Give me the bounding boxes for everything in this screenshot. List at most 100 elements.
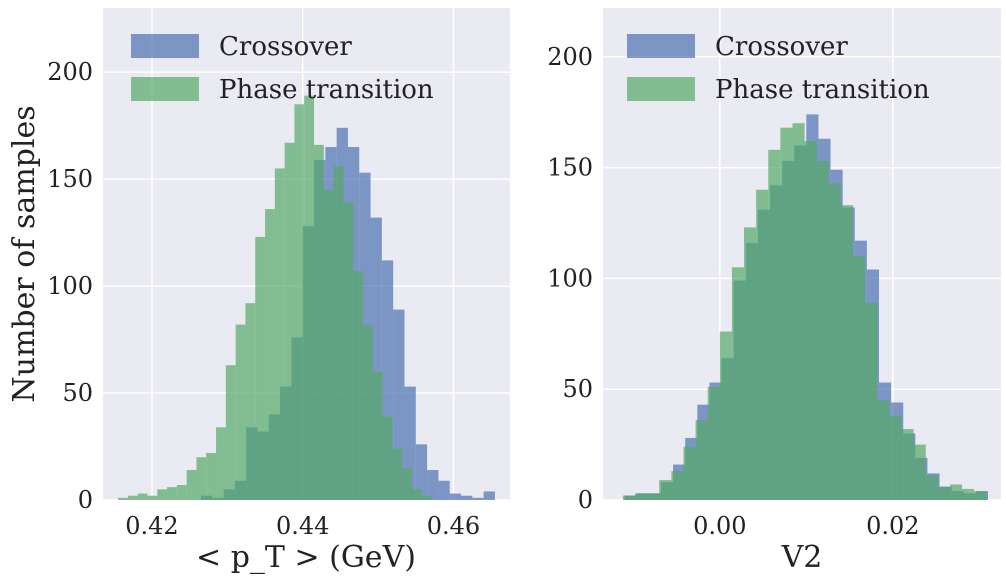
histogram-bar bbox=[695, 420, 708, 500]
x-tick-label: 0.42 bbox=[125, 512, 178, 540]
histogram-bar bbox=[167, 487, 177, 500]
histogram-bar bbox=[381, 260, 394, 500]
histogram-bar bbox=[404, 386, 416, 500]
left-legend: Crossover Phase transition bbox=[131, 32, 434, 105]
histogram-bar bbox=[901, 429, 914, 500]
histogram-bar bbox=[235, 324, 246, 500]
histogram-bar bbox=[412, 489, 422, 500]
left-panel: 0 50 100 150 200 0.42 0.44 0.46 < p_T > (GeV) N… bbox=[7, 8, 510, 575]
histogram-bar bbox=[449, 493, 462, 500]
y-tick-label: 150 bbox=[547, 154, 593, 182]
histogram-bar bbox=[731, 267, 745, 500]
legend-swatch-crossover bbox=[131, 34, 199, 58]
histogram-bar bbox=[415, 444, 428, 500]
left-ticks: 0 50 100 150 200 0.42 0.44 0.46 bbox=[47, 58, 480, 540]
histogram-bar bbox=[913, 444, 926, 500]
legend-label-crossover: Crossover bbox=[715, 32, 848, 62]
left-x-axis-label: < p_T > (GeV) bbox=[196, 540, 416, 575]
histogram-bar bbox=[865, 302, 878, 500]
y-tick-label: 0 bbox=[578, 486, 593, 514]
y-tick-label: 100 bbox=[547, 264, 593, 292]
histogram-bar bbox=[438, 480, 450, 500]
histogram-bar bbox=[294, 104, 305, 500]
histogram-bar bbox=[393, 309, 405, 500]
histogram-bar bbox=[421, 495, 432, 500]
histogram-bar bbox=[118, 497, 128, 500]
right-ticks: 0 50 100 150 200 0.00 0.02 bbox=[547, 43, 919, 540]
histogram-bar bbox=[255, 236, 266, 500]
histogram-bar bbox=[363, 324, 373, 500]
y-tick-label: 0 bbox=[78, 486, 93, 514]
histogram-bar bbox=[372, 371, 383, 500]
legend-swatch-crossover bbox=[627, 34, 695, 58]
right-legend: Crossover Phase transition bbox=[627, 32, 930, 105]
histogram-bar bbox=[683, 446, 696, 500]
right-x-axis-label: V2 bbox=[781, 540, 823, 575]
histogram-bar bbox=[647, 493, 660, 500]
x-tick-label: 0.44 bbox=[276, 512, 329, 540]
left-y-axis-label: Number of samples bbox=[7, 105, 42, 402]
histogram-bar bbox=[744, 227, 757, 500]
histogram-bar bbox=[402, 467, 413, 500]
histogram-bar bbox=[186, 470, 197, 500]
legend-label-crossover: Crossover bbox=[219, 32, 352, 62]
histogram-bar bbox=[962, 488, 975, 500]
histogram-bar bbox=[157, 489, 168, 500]
histogram-bar bbox=[176, 485, 187, 500]
histogram-bar bbox=[889, 415, 902, 500]
histogram-bar bbox=[304, 95, 315, 500]
histogram-bar bbox=[225, 365, 236, 500]
histogram-bar bbox=[877, 400, 890, 500]
histogram-bar bbox=[206, 452, 217, 500]
x-tick-label: 0.46 bbox=[427, 512, 480, 540]
histogram-bar bbox=[265, 209, 275, 500]
y-tick-label: 200 bbox=[547, 43, 593, 71]
histogram-bar bbox=[840, 205, 854, 501]
right-panel: 0 50 100 150 200 0.00 0.02 V2 Crossover Phase … bbox=[547, 8, 1001, 575]
histogram-bar bbox=[974, 491, 987, 500]
histogram-bar bbox=[719, 331, 732, 500]
histogram-bar bbox=[216, 427, 226, 500]
histogram-bar bbox=[427, 470, 439, 500]
histogram-bar bbox=[756, 189, 769, 501]
histogram-bar bbox=[127, 495, 138, 500]
histogram-bar bbox=[382, 416, 393, 500]
legend-swatch-phase-transition bbox=[627, 77, 695, 101]
histogram-bar bbox=[671, 471, 684, 500]
y-tick-label: 50 bbox=[62, 379, 93, 407]
histogram-bar bbox=[147, 495, 158, 500]
histogram-bar bbox=[853, 256, 866, 500]
histogram-bar bbox=[353, 271, 364, 500]
histogram-bar bbox=[804, 140, 817, 500]
histogram-bar bbox=[937, 486, 950, 500]
legend-swatch-phase-transition bbox=[131, 77, 199, 101]
histogram-bar bbox=[707, 386, 720, 500]
y-tick-label: 100 bbox=[47, 272, 93, 300]
histogram-bar bbox=[323, 189, 334, 500]
histogram-bar bbox=[343, 202, 354, 500]
histogram-bar bbox=[333, 166, 344, 501]
histogram-bar bbox=[392, 448, 403, 500]
right-bars bbox=[622, 114, 989, 501]
histogram-bar bbox=[768, 149, 781, 500]
histogram-bar bbox=[483, 491, 495, 500]
x-tick-label: 0.02 bbox=[866, 512, 919, 540]
histogram-bar bbox=[461, 495, 473, 500]
x-tick-label: 0.00 bbox=[693, 512, 746, 540]
histogram-bar bbox=[949, 484, 963, 500]
histogram-bar bbox=[659, 480, 672, 500]
histogram-bar bbox=[314, 144, 324, 500]
legend-label-phase-transition: Phase transition bbox=[715, 75, 930, 105]
y-tick-label: 150 bbox=[47, 165, 93, 193]
histogram-bar bbox=[792, 123, 805, 501]
legend-label-phase-transition: Phase transition bbox=[219, 75, 434, 105]
histogram-bar bbox=[245, 303, 256, 500]
histogram-bar bbox=[816, 160, 829, 501]
y-tick-label: 50 bbox=[562, 375, 593, 403]
histogram-bar bbox=[370, 217, 382, 500]
histogram-bar bbox=[137, 493, 148, 500]
histogram-bar bbox=[196, 457, 207, 500]
histogram-bar bbox=[274, 168, 285, 500]
y-tick-label: 200 bbox=[47, 58, 93, 86]
